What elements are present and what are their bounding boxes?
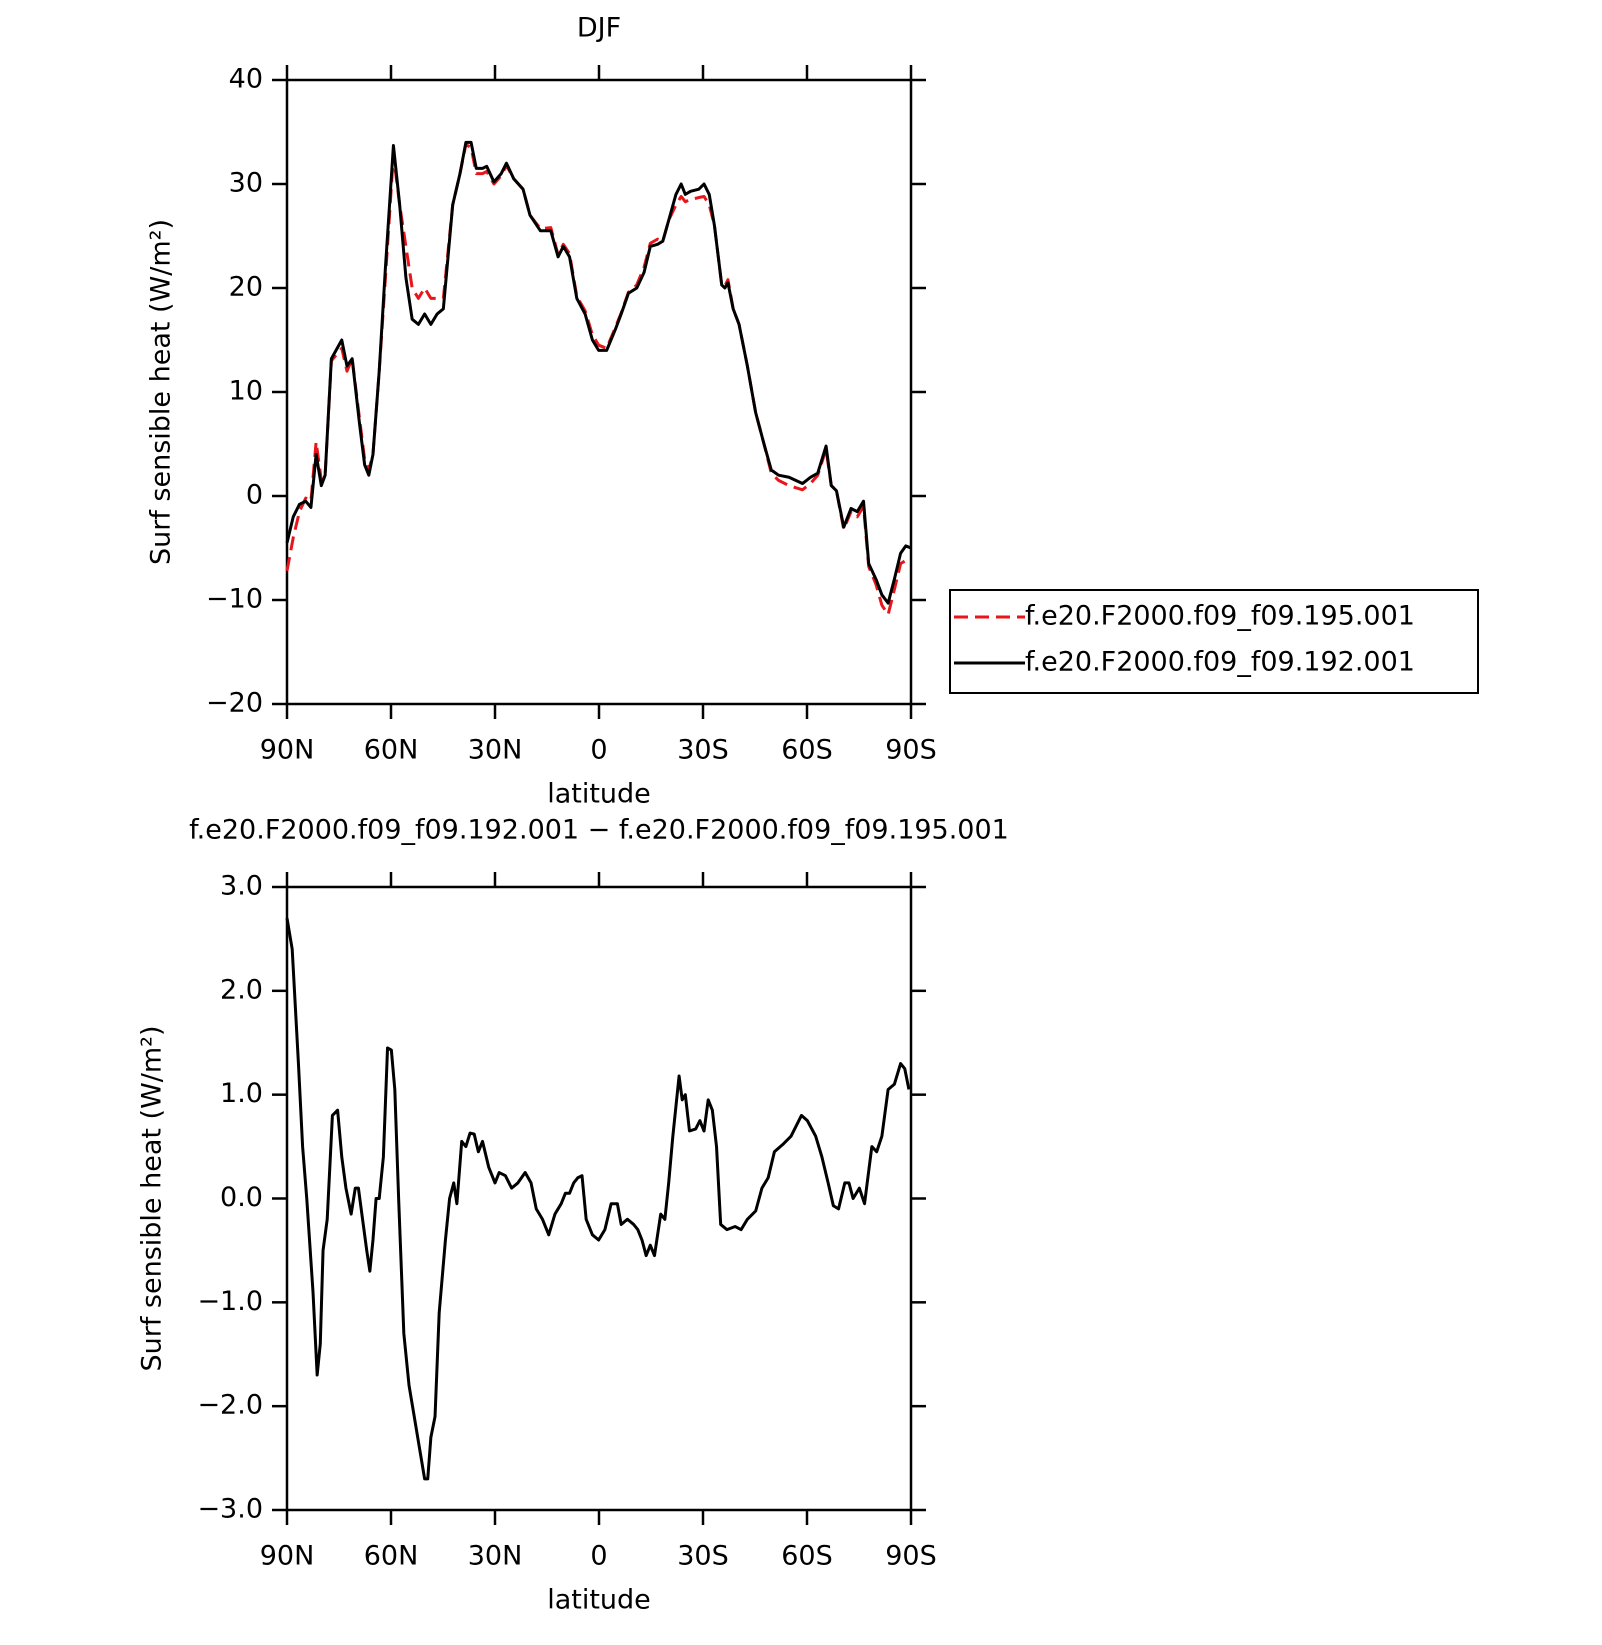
legend-label: f.e20.F2000.f09_f09.192.001 — [1025, 647, 1415, 678]
y-tick-label: 20 — [229, 272, 263, 303]
line-series — [285, 140, 912, 605]
y-tick-label: −20 — [206, 688, 263, 719]
x-tick-label: 60S — [781, 735, 833, 766]
y-tick-label: 10 — [229, 376, 263, 407]
y-tick-label: −2.0 — [197, 1390, 263, 1421]
y-tick-label: 0.0 — [220, 1182, 263, 1213]
chart-title: DJF — [577, 13, 621, 44]
x-tick-label: 90S — [885, 735, 937, 766]
plot-frame — [285, 885, 913, 1512]
y-tick-label: 30 — [229, 168, 263, 199]
x-tick-label: 0 — [590, 1541, 607, 1572]
legend-label: f.e20.F2000.f09_f09.195.001 — [1025, 601, 1415, 632]
y-tick-label: −1.0 — [197, 1286, 263, 1317]
chart-title: f.e20.F2000.f09_f09.192.001 − f.e20.F200… — [189, 815, 1009, 846]
x-tick-label: 30S — [677, 1541, 729, 1572]
x-tick-label: 60S — [781, 1541, 833, 1572]
x-tick-label: 60N — [364, 1541, 419, 1572]
y-tick-label: 1.0 — [220, 1078, 263, 1109]
y-tick-label: 3.0 — [220, 871, 263, 902]
y-axis-label: Surf sensible heat (W/m²) — [137, 1025, 168, 1371]
y-axis-label: Surf sensible heat (W/m²) — [146, 219, 177, 565]
y-tick-label: 0 — [246, 480, 263, 511]
legend-box — [949, 589, 1479, 694]
line-series — [285, 917, 911, 1481]
x-tick-label: 30N — [468, 1541, 523, 1572]
x-tick-label: 0 — [590, 735, 607, 766]
x-tick-label: 90N — [260, 1541, 315, 1572]
x-axis-label: latitude — [547, 779, 651, 810]
x-tick-label: 30S — [677, 735, 729, 766]
x-axis-label: latitude — [547, 1585, 651, 1616]
x-tick-label: 60N — [364, 735, 419, 766]
plot-frame — [285, 78, 913, 706]
y-tick-label: −10 — [206, 584, 263, 615]
x-tick-label: 30N — [468, 735, 523, 766]
line-series — [285, 142, 912, 617]
y-tick-label: 40 — [229, 64, 263, 95]
y-tick-label: −3.0 — [197, 1494, 263, 1525]
y-tick-label: 2.0 — [220, 974, 263, 1005]
x-tick-label: 90S — [885, 1541, 937, 1572]
x-tick-label: 90N — [260, 735, 315, 766]
